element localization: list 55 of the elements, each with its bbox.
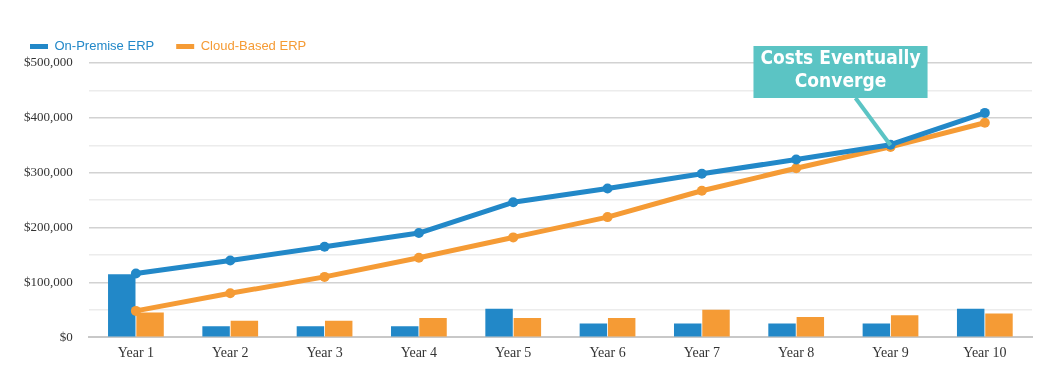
bar xyxy=(956,308,985,337)
point xyxy=(413,252,424,263)
bar xyxy=(485,308,513,337)
annotation: Costs Eventually Converge xyxy=(760,46,921,92)
y-tick-label: $300,000 xyxy=(24,164,73,180)
point xyxy=(602,212,613,223)
legend-label: Cloud-Based ERP xyxy=(200,38,307,54)
x-tick-label: Year 2 xyxy=(212,345,249,361)
bar xyxy=(862,323,891,337)
bar xyxy=(673,323,702,337)
bar xyxy=(579,323,608,337)
x-tick-label: Year 5 xyxy=(495,345,532,361)
y-tick-label: $400,000 xyxy=(24,109,73,125)
point xyxy=(696,185,707,196)
bar xyxy=(702,309,730,337)
bar xyxy=(513,318,542,337)
point xyxy=(319,271,330,282)
x-tick-label: Year 7 xyxy=(683,345,721,361)
point xyxy=(791,154,802,165)
bar xyxy=(296,326,325,337)
point xyxy=(508,232,519,243)
y-tick-label: $100,000 xyxy=(24,273,73,289)
point xyxy=(130,268,141,279)
x-tick-label: Year 9 xyxy=(872,345,909,361)
bar xyxy=(985,313,1013,337)
legend-label: On-Premise ERP xyxy=(54,38,155,54)
bar xyxy=(419,318,447,337)
point xyxy=(602,183,613,194)
bar xyxy=(796,316,825,337)
point xyxy=(791,163,802,174)
bar xyxy=(768,323,796,337)
bar xyxy=(607,318,636,337)
bar xyxy=(230,320,259,337)
x-tick-label: Year 3 xyxy=(306,345,343,361)
point xyxy=(225,288,236,299)
point xyxy=(130,305,141,316)
bar xyxy=(324,320,353,337)
point xyxy=(319,241,330,252)
bar xyxy=(202,326,230,337)
x-tick-label: Year 10 xyxy=(963,345,1007,361)
bar xyxy=(391,326,419,337)
point xyxy=(508,197,519,208)
x-tick-label: Year 6 xyxy=(589,345,626,361)
point xyxy=(225,255,236,266)
point xyxy=(979,117,990,128)
point xyxy=(696,168,707,179)
x-tick-label: Year 4 xyxy=(400,345,438,361)
y-tick-label: $0 xyxy=(59,328,73,344)
x-tick-label: Year 1 xyxy=(117,345,155,361)
y-tick-label: $500,000 xyxy=(24,54,73,70)
y-tick-label: $200,000 xyxy=(24,218,73,234)
x-tick-label: Year 8 xyxy=(778,345,815,361)
point xyxy=(413,228,424,238)
bar xyxy=(890,315,919,337)
point xyxy=(979,107,990,118)
